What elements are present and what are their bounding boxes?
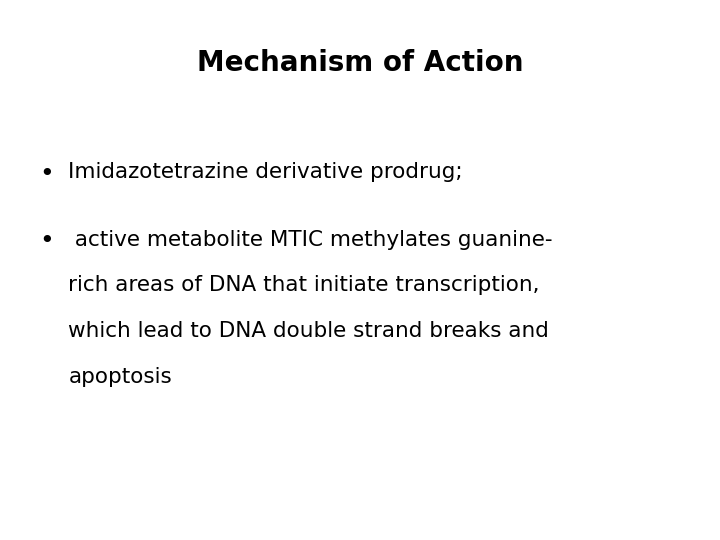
Text: Imidazotetrazine derivative prodrug;: Imidazotetrazine derivative prodrug; (68, 162, 463, 182)
Text: •: • (40, 230, 54, 253)
Text: Mechanism of Action: Mechanism of Action (197, 49, 523, 77)
Text: which lead to DNA double strand breaks and: which lead to DNA double strand breaks a… (68, 321, 549, 341)
Text: active metabolite MTIC methylates guanine-: active metabolite MTIC methylates guanin… (68, 230, 553, 249)
Text: apoptosis: apoptosis (68, 367, 172, 387)
Text: rich areas of DNA that initiate transcription,: rich areas of DNA that initiate transcri… (68, 275, 540, 295)
Text: •: • (40, 162, 54, 186)
